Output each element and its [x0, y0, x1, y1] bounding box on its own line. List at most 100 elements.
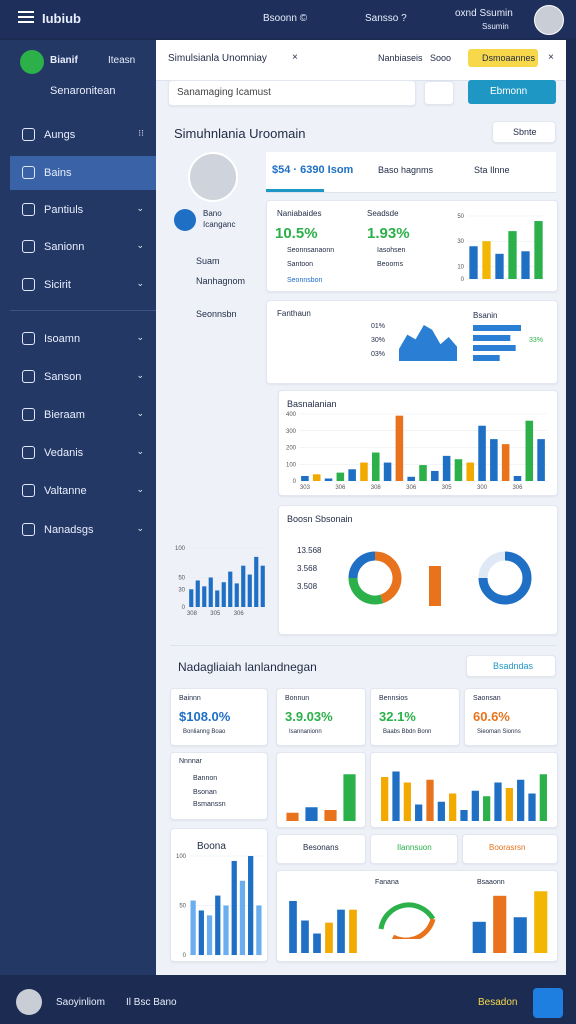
- profile-link[interactable]: Seonnsbn: [196, 309, 237, 319]
- bar: [442, 455, 451, 481]
- y-tick-label: 100: [286, 462, 297, 468]
- close[interactable]: ×: [292, 52, 298, 63]
- nav-item[interactable]: Sicirit ⌄: [10, 268, 156, 302]
- bar: [343, 774, 356, 821]
- bar: [478, 425, 486, 481]
- bar: [190, 900, 196, 955]
- area: [399, 325, 457, 361]
- bar: [431, 470, 439, 481]
- sidebar-search[interactable]: Senaronitean: [50, 85, 116, 97]
- tab[interactable]: Sta Ilnne: [474, 165, 510, 175]
- nav-item[interactable]: Pantiuls ⌄: [10, 193, 156, 227]
- menu-icon[interactable]: [18, 11, 34, 13]
- bar: [324, 478, 333, 481]
- legend: 3.508: [297, 582, 318, 591]
- kpi-value: 60.6%: [473, 709, 510, 724]
- tab[interactable]: $54 · 6390 Isom: [272, 164, 354, 176]
- action-button[interactable]: [533, 988, 563, 1018]
- nav-label: Isoamn: [44, 333, 81, 345]
- nav-item[interactable]: Bains: [10, 156, 156, 190]
- button[interactable]: Ilannsuon: [370, 834, 458, 864]
- bar: [469, 246, 478, 279]
- button-label: Boorasrsn: [489, 843, 526, 852]
- app-title: Iubiub: [42, 11, 81, 26]
- dropdown[interactable]: Sbnte: [492, 121, 556, 143]
- y-tick-label: 0: [293, 479, 297, 485]
- tab[interactable]: Baso hagnms: [378, 165, 434, 175]
- close[interactable]: ×: [548, 52, 554, 63]
- divider: [10, 310, 156, 311]
- x-tick-label: 303: [300, 485, 311, 491]
- button[interactable]: Boorasrsn: [462, 834, 558, 864]
- x-tick-label: 308: [187, 611, 198, 617]
- bar: [508, 231, 517, 279]
- kpi-value: 32.1%: [379, 709, 416, 724]
- header-item[interactable]: Bsoonn ©: [263, 13, 308, 24]
- profile-photo: [188, 152, 238, 202]
- nav-label: Sanson: [44, 371, 82, 383]
- chart-card: [276, 752, 366, 828]
- bar: [493, 895, 507, 953]
- bar: [313, 933, 321, 953]
- chart: 0 100 200 300 400 303 306 308 306 305 300 306: [286, 412, 547, 491]
- search-input[interactable]: Sanamaging Icamust: [168, 80, 416, 106]
- bar: [473, 345, 516, 351]
- tab-link[interactable]: Nanbiaseis: [378, 53, 423, 63]
- button[interactable]: Besonans: [276, 834, 366, 864]
- kpi-note: Sieoman Sionns: [477, 729, 521, 735]
- bar: [415, 804, 423, 821]
- nav-item[interactable]: Isoamn ⌄: [10, 322, 156, 356]
- nav-item[interactable]: Bieraam ⌄: [10, 398, 156, 432]
- y-tick-label: 100: [176, 854, 187, 860]
- button-label: Ilannsuon: [397, 843, 432, 852]
- x-tick-label: 306: [234, 611, 245, 617]
- link[interactable]: Seonnsbon: [287, 277, 323, 284]
- footer: Saoyinliom Il Bsc Bano Besadon: [0, 982, 576, 1024]
- list-item: Bsmanssn: [193, 801, 226, 808]
- nav-item[interactable]: Valtanne ⌄: [10, 474, 156, 508]
- y-tick-label: 30: [457, 239, 464, 245]
- nav-item[interactable]: Vedanis ⌄: [10, 436, 156, 470]
- bar: [324, 810, 337, 821]
- nav-item[interactable]: Aungs ⁝⁝: [10, 118, 156, 152]
- profile-name: Bano: [203, 209, 222, 218]
- bar: [473, 325, 521, 331]
- button[interactable]: Bsadndas: [466, 655, 556, 677]
- nav-item[interactable]: Sanson ⌄: [10, 360, 156, 394]
- bar: [221, 582, 226, 607]
- brand-logo: [20, 50, 44, 74]
- header-item[interactable]: Sansso ?: [365, 13, 407, 24]
- mid-card: Fanthaun 01% 30% 03% Bsanin 33%: [266, 300, 558, 384]
- legend: 13.568: [297, 546, 322, 555]
- bar: [234, 583, 239, 607]
- bar: [248, 856, 254, 955]
- list-item: Bannon: [193, 775, 218, 782]
- nav-label: Aungs: [44, 129, 76, 141]
- bar: [371, 452, 380, 481]
- bar: [189, 589, 194, 607]
- avatar[interactable]: [534, 5, 564, 35]
- yellow-button[interactable]: Dsmoaannes: [468, 49, 538, 67]
- list-item: Bsonan: [193, 789, 217, 796]
- button-label: Ebmonn: [490, 86, 528, 97]
- bar: [231, 860, 237, 955]
- donut-segment: [374, 551, 402, 604]
- section-title: Simuhnlania Uroomain: [174, 126, 306, 141]
- header-item[interactable]: oxnd Ssumin: [455, 8, 513, 19]
- chart: [289, 901, 357, 953]
- profile-link[interactable]: Suam: [196, 256, 220, 266]
- tab-link[interactable]: Sooo: [430, 53, 452, 63]
- bar: [534, 891, 548, 953]
- y-tick-label: 50: [179, 904, 186, 910]
- nav-item[interactable]: Nanadsgs ⌄: [10, 513, 156, 547]
- footer-link[interactable]: Besadon: [478, 997, 518, 1008]
- nav-item[interactable]: Sanionn ⌄: [10, 230, 156, 264]
- divider: [170, 645, 556, 646]
- kpi-card: Naniabaides 10.5% Seadsde 1.93% Seonnsan…: [266, 200, 558, 292]
- profile-link[interactable]: Nanhagnom: [196, 276, 246, 286]
- legend: 30%: [371, 337, 386, 344]
- icon-button[interactable]: [424, 81, 454, 105]
- bar: [395, 415, 404, 481]
- search-button[interactable]: Ebmonn: [468, 80, 556, 104]
- list-title: Nnnnar: [179, 758, 202, 765]
